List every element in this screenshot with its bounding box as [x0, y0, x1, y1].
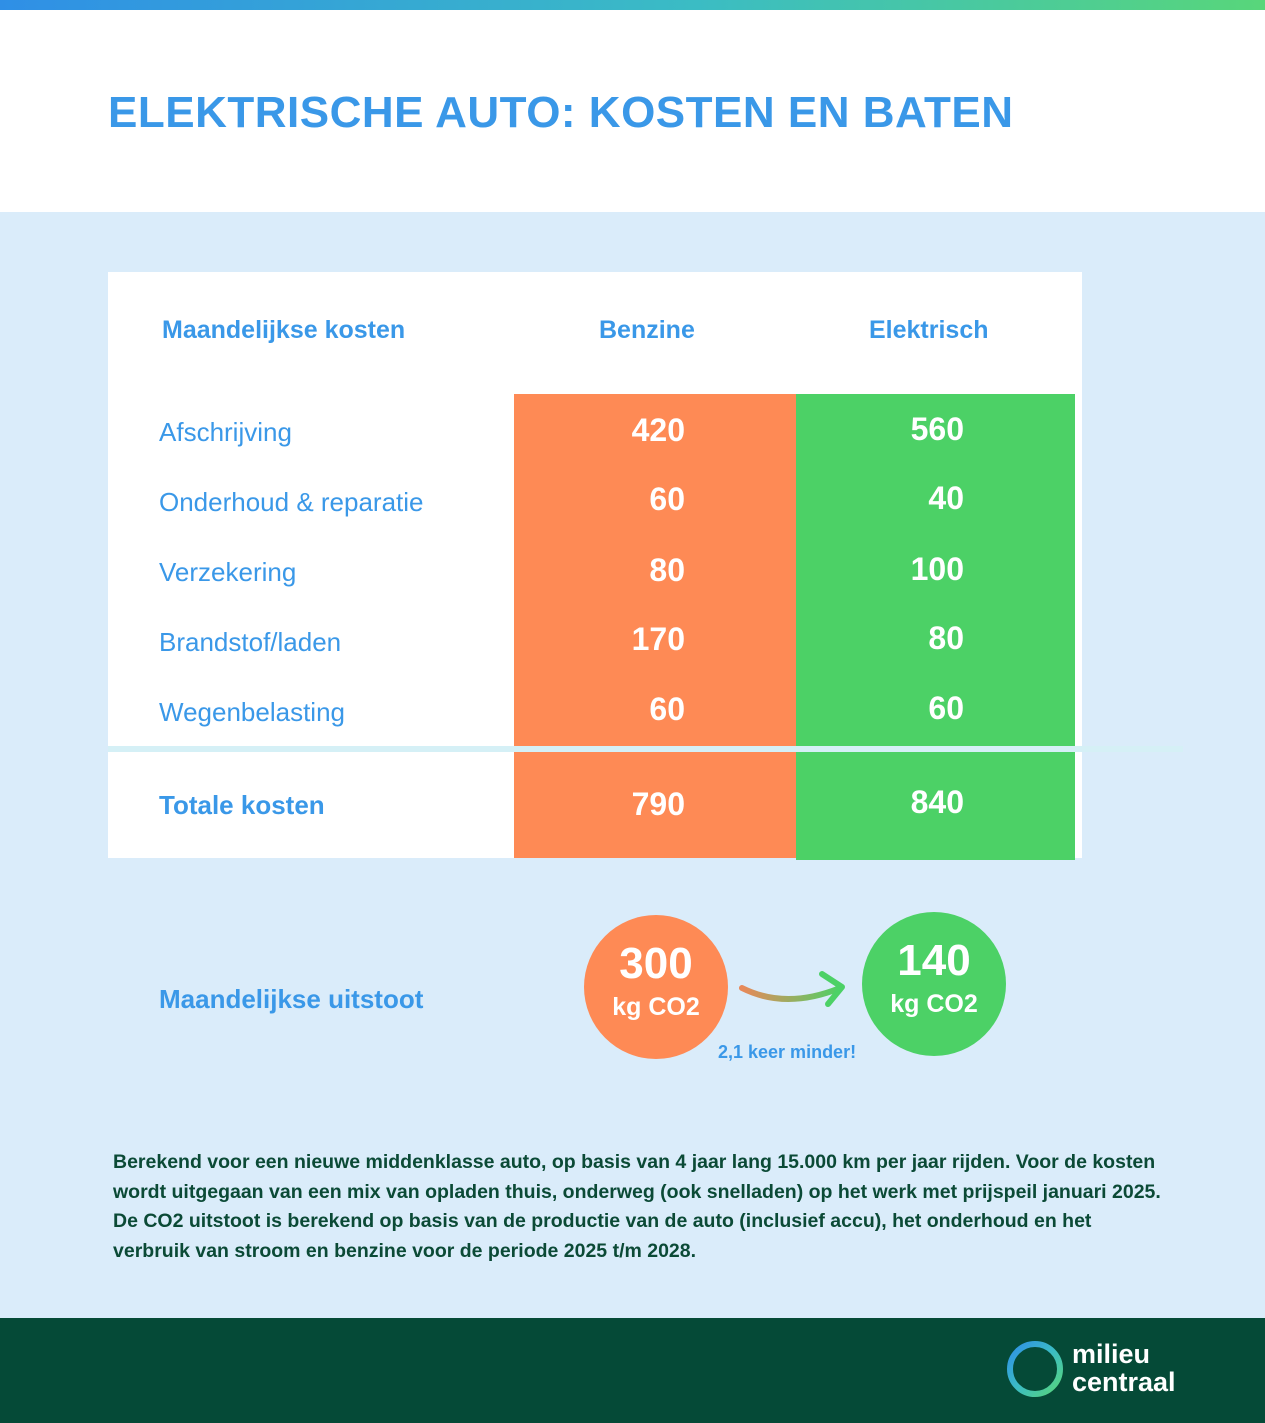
footnote: Berekend voor een nieuwe middenklasse au… — [113, 1151, 1161, 1262]
logo-line-1: milieu — [1072, 1339, 1151, 1369]
header-elektrisch: Elektrisch — [869, 316, 989, 344]
row-label-wegenbelasting: Wegenbelasting — [159, 697, 345, 727]
benzine-value: 60 — [649, 691, 685, 727]
reduction-factor: 2,1 keer minder! — [718, 1042, 857, 1062]
total-label: Totale kosten — [159, 790, 325, 820]
benzine-value: 60 — [649, 481, 685, 517]
page-title: ELEKTRISCHE AUTO: KOSTEN EN BATEN — [108, 88, 1014, 137]
benzine-value: 170 — [631, 621, 685, 657]
header-benzine: Benzine — [599, 316, 695, 344]
logo-line-2: centraal — [1072, 1367, 1176, 1397]
emissions-label: Maandelijkse uitstoot — [159, 984, 424, 1014]
benzine-emission-value: 300 — [619, 939, 693, 988]
benzine-value: 420 — [631, 412, 685, 448]
footer-bar — [0, 1318, 1265, 1423]
row-label-verzekering: Verzekering — [159, 557, 297, 587]
elektrisch-value: 100 — [910, 551, 964, 587]
elektrisch-value: 60 — [928, 690, 964, 726]
header-monthly-costs: Maandelijkse kosten — [162, 316, 406, 344]
benzine-value: 80 — [649, 552, 685, 588]
benzine-emission-unit: kg CO2 — [612, 993, 700, 1021]
elektrisch-column — [796, 394, 1075, 860]
elektrisch-value: 40 — [928, 480, 964, 516]
logo-ring-icon — [1007, 1341, 1063, 1397]
arrow-icon — [739, 971, 845, 1007]
benzine-column — [514, 394, 796, 858]
logo-wordmark: milieu centraal — [1072, 1340, 1176, 1396]
top-gradient-bar — [0, 0, 1265, 10]
elektrisch-value: 560 — [910, 411, 964, 447]
total-divider — [108, 746, 1183, 752]
benzine-total: 790 — [631, 786, 685, 822]
elektrisch-total: 840 — [910, 784, 964, 820]
elektrisch-emission-circle: 140 kg CO2 — [862, 912, 1006, 1056]
elektrisch-value: 80 — [928, 620, 964, 656]
elektrisch-emission-value: 140 — [897, 936, 971, 985]
row-label-brandstof: Brandstof/laden — [159, 627, 342, 657]
benzine-emission-circle: 300 kg CO2 — [584, 915, 728, 1059]
elektrisch-emission-unit: kg CO2 — [890, 990, 978, 1018]
row-label-onderhoud: Onderhoud & reparatie — [159, 487, 424, 517]
row-label-afschrijving: Afschrijving — [159, 417, 292, 447]
